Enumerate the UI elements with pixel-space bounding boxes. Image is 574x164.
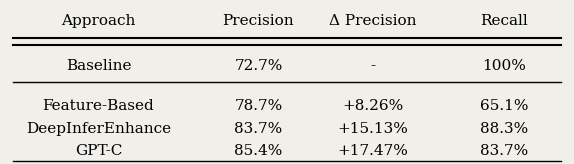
Text: 88.3%: 88.3% <box>480 122 528 136</box>
Text: Approach: Approach <box>61 14 135 28</box>
Text: 85.4%: 85.4% <box>234 144 282 158</box>
Text: Feature-Based: Feature-Based <box>42 99 154 113</box>
Text: +15.13%: +15.13% <box>338 122 408 136</box>
Text: 100%: 100% <box>482 59 526 73</box>
Text: 83.7%: 83.7% <box>480 144 528 158</box>
Text: +8.26%: +8.26% <box>342 99 404 113</box>
Text: 72.7%: 72.7% <box>234 59 282 73</box>
Text: 78.7%: 78.7% <box>234 99 282 113</box>
Text: DeepInferEnhance: DeepInferEnhance <box>26 122 171 136</box>
Text: Recall: Recall <box>480 14 528 28</box>
Text: GPT-C: GPT-C <box>75 144 122 158</box>
Text: -: - <box>370 59 375 73</box>
Text: Δ Precision: Δ Precision <box>329 14 416 28</box>
Text: 65.1%: 65.1% <box>480 99 528 113</box>
Text: +17.47%: +17.47% <box>338 144 408 158</box>
Text: Baseline: Baseline <box>66 59 131 73</box>
Text: Precision: Precision <box>223 14 294 28</box>
Text: 83.7%: 83.7% <box>234 122 282 136</box>
